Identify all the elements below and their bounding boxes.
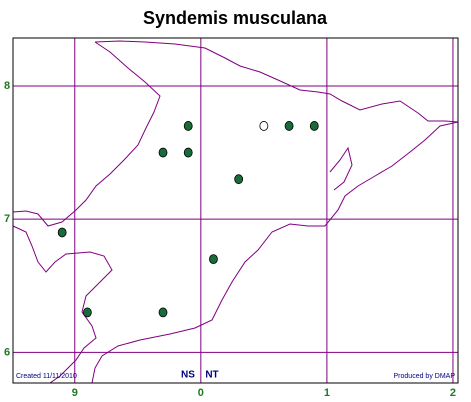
record-dot [158,147,168,158]
square-label: NT [205,370,218,381]
record-dot [183,121,193,131]
coast-west [12,41,161,227]
x-tick-label: 1 [324,387,330,399]
y-tick-label: 6 [4,346,10,358]
record-dot [183,147,193,158]
credit: Produced by DMAP [394,373,456,380]
created-date: Created 11/11/2010 [16,373,77,380]
coast-north [94,40,459,123]
record-dot [209,254,218,265]
coast-east [91,121,459,384]
record-dot [309,121,319,131]
coastline [12,40,459,384]
x-tick-label: 2 [450,387,456,399]
x-tick-label: 9 [72,387,78,399]
square-label: NS [181,370,195,381]
coast-southwest [12,225,113,384]
record-dot [259,121,269,131]
y-tick-label: 7 [4,213,10,225]
record-dot [57,227,67,238]
record-dot [284,121,294,131]
y-tick-label: 8 [4,80,10,92]
coast-island [329,146,353,191]
map-frame [12,37,459,384]
record-dot [234,174,244,185]
map-title: Syndemis musculana [143,8,328,28]
x-tick-label: 0 [198,387,204,399]
record-dot [158,307,168,318]
record-dot [82,307,92,318]
